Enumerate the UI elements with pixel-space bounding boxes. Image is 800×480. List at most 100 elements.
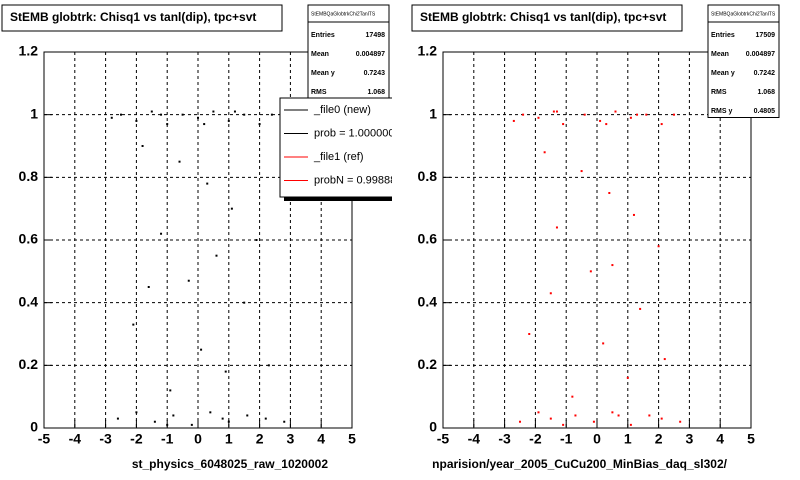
legend-label: _file1 (ref) [313,151,364,163]
stats-label: RMS y [711,108,733,115]
point [166,423,169,426]
point [203,123,206,126]
x-tick-label: 1 [225,431,233,447]
point [648,414,651,417]
y-tick-label: 0.4 [19,293,39,309]
y-tick-label: 1 [30,105,38,121]
point [209,411,212,414]
point [589,270,592,273]
point [110,116,113,119]
point [147,286,150,288]
point [639,307,642,310]
point [583,113,586,116]
point [605,123,608,126]
point [599,119,602,122]
stats-value: 0.004897 [746,51,775,58]
point [200,348,203,351]
point [206,182,209,185]
point [629,423,632,426]
point [611,411,614,414]
stats-label: Mean [711,51,729,58]
point [197,116,199,119]
point [169,389,172,392]
stats-box [307,4,390,100]
stats-value: 1.068 [757,89,775,96]
point [555,110,558,113]
point [246,414,249,417]
point [135,119,138,122]
point [230,207,233,210]
x-tick-label: -2 [529,431,542,447]
stats-box [707,4,780,118]
stats-value: 17498 [366,32,386,39]
stats-value: 0.004897 [356,51,385,58]
stats-label: Mean [311,51,329,58]
point [611,264,614,267]
y-tick-label: 0.6 [19,231,39,247]
point [571,395,574,398]
point [160,232,163,235]
point [562,123,565,126]
chart-title: StEMB globtrk: Chisq1 vs tanl(dip), tpc+… [420,10,666,24]
point [132,323,135,326]
point [141,145,144,147]
legend-label: probN = 0.99888 [314,174,396,186]
point [673,113,675,116]
point [270,113,273,116]
y-tick-label: 0 [30,419,38,435]
point [243,113,246,116]
stats-value: 0.4805 [754,108,776,115]
point [221,417,224,420]
point [258,123,261,126]
x-tick-label: 4 [317,431,325,447]
y-tick-label: 1 [429,105,437,121]
x-tick-label: 5 [348,431,356,447]
y-tick-label: 0.2 [418,356,438,372]
stats-value: 0.7243 [364,70,386,77]
point [636,113,639,116]
legend-label: prob = 1.000000 [314,127,394,139]
point [233,110,236,113]
point [212,110,215,113]
point [549,292,552,295]
x-tick-label: -3 [498,431,511,447]
point [227,119,230,122]
y-tick-label: 0.6 [418,231,438,247]
point [663,358,666,361]
y-tick-label: 0 [429,419,437,435]
x-tick-label: 3 [686,431,694,447]
point [562,423,565,426]
point [120,113,122,116]
pad: -5 -4 -3 -2 -1 0 1 2 3 4 5 0 0.2 0.4 0.6 0.8 1 1.2 nparisi… [411,4,780,471]
point [166,123,169,126]
x-tick-label: 5 [747,431,755,447]
stats-label: Mean y [311,70,335,77]
point [243,301,246,304]
stats-value: 1.068 [367,89,385,96]
x-tick-label: -1 [560,431,573,447]
y-tick-label: 1.2 [418,43,438,59]
x-tick-label: 1 [624,431,632,447]
point [227,420,230,423]
x-tick-label: 2 [655,431,663,447]
point [512,119,515,122]
point [543,151,546,154]
y-tick-label: 1.2 [19,43,39,59]
point [172,414,175,417]
point [537,411,540,414]
point [602,342,605,345]
stats-title: StEMBQaGlobtrkChi2TanlTS [311,11,376,17]
point [608,192,611,194]
point [519,420,521,423]
point [264,417,267,420]
point [181,113,184,116]
point [116,417,119,420]
pad: -5 -4 -3 -2 -1 0 1 2 3 4 5 0 0.2 0.4 0.6 0.8 1 1.2 st_phys… [1,4,390,471]
stats-value: 0.7242 [754,70,776,77]
point [552,110,555,113]
point [617,414,620,417]
point [283,420,286,423]
stats-label: Entries [311,32,335,39]
point [522,113,525,116]
